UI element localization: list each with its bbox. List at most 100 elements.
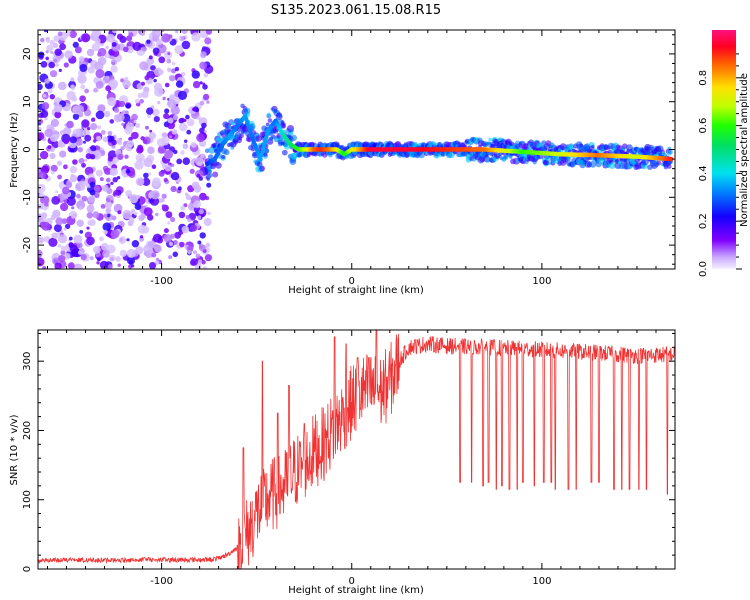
noise-blob xyxy=(38,119,44,124)
noise-blob xyxy=(199,100,205,106)
ridge-halo xyxy=(223,149,230,156)
noise-blob xyxy=(191,181,200,190)
colorbar-tick-label: 0.8 xyxy=(698,70,709,86)
noise-blob xyxy=(185,194,192,201)
x-tick-label: 0 xyxy=(349,576,355,587)
noise-blob xyxy=(109,135,115,142)
noise-blob xyxy=(161,132,168,139)
heatmap-y-tick-labels: -20 -10 0 10 20 xyxy=(22,48,33,254)
noise-blob xyxy=(112,30,118,34)
noise-blob xyxy=(66,196,76,206)
noise-blob xyxy=(38,132,45,141)
noise-blob xyxy=(51,140,59,149)
noise-blob xyxy=(143,172,149,179)
noise-blob xyxy=(199,81,203,85)
noise-blob xyxy=(44,128,53,138)
noise-blob xyxy=(55,133,60,138)
noise-blob xyxy=(107,97,117,107)
noise-blob xyxy=(99,236,104,242)
ridge-halo xyxy=(668,149,673,155)
noise-blob xyxy=(200,154,205,159)
noise-blob xyxy=(86,226,90,230)
noise-blob xyxy=(163,113,170,120)
noise-blob xyxy=(110,257,114,261)
colorbar-label: Normalized spectral amplitude xyxy=(739,73,750,227)
noise-blob xyxy=(72,41,79,49)
noise-blob xyxy=(104,53,110,59)
noise-blob xyxy=(57,31,63,37)
snr-x-axis-label: Height of straight line (km) xyxy=(288,585,424,596)
noise-blob xyxy=(107,264,113,269)
ridge-core xyxy=(264,131,270,137)
snr-y-tick-labels: 0 100 200 300 xyxy=(22,352,33,573)
noise-blob xyxy=(111,61,115,66)
noise-blob xyxy=(126,248,136,258)
noise-blob xyxy=(178,211,186,219)
noise-blob xyxy=(70,77,75,82)
noise-blob xyxy=(50,70,58,78)
ridge-halo xyxy=(488,137,493,142)
noise-blob xyxy=(48,237,58,247)
noise-blob xyxy=(83,140,86,144)
noise-blob xyxy=(84,134,92,142)
noise-blob xyxy=(171,129,178,135)
noise-blob xyxy=(38,183,46,193)
noise-blob xyxy=(143,207,153,217)
y-tick-label: 0 xyxy=(22,146,33,152)
noise-blob xyxy=(130,219,135,224)
noise-blob xyxy=(152,233,162,243)
noise-blob xyxy=(156,257,159,261)
noise-blob xyxy=(204,254,212,262)
figure-title: S135.2023.061.15.08.R15 xyxy=(271,3,441,18)
noise-blob xyxy=(102,250,110,258)
noise-blob xyxy=(128,136,133,142)
noise-blob xyxy=(79,206,83,211)
noise-blob xyxy=(203,218,212,226)
noise-blob xyxy=(198,244,206,252)
noise-blob xyxy=(71,214,76,219)
noise-blob xyxy=(50,170,55,175)
noise-blob xyxy=(45,38,51,44)
noise-blob xyxy=(111,49,120,57)
noise-blob xyxy=(101,184,109,192)
noise-blob xyxy=(200,51,207,58)
ridge-halo xyxy=(667,164,672,169)
ridge-halo xyxy=(463,144,468,149)
noise-blob xyxy=(170,233,176,239)
noise-blob xyxy=(102,222,112,232)
snr-y-axis-label: SNR (10 * v/v) xyxy=(9,414,20,485)
noise-blob xyxy=(81,195,88,202)
noise-blob xyxy=(99,260,109,269)
noise-blob xyxy=(66,120,74,129)
noise-blob xyxy=(151,177,161,187)
noise-blob xyxy=(117,210,122,215)
noise-blob xyxy=(49,152,56,160)
noise-blob xyxy=(70,84,75,90)
noise-blob xyxy=(87,66,95,74)
noise-blob xyxy=(177,186,182,191)
noise-blob xyxy=(97,47,107,57)
noise-blob xyxy=(164,82,170,88)
noise-blob xyxy=(106,213,111,218)
noise-blob xyxy=(179,241,185,248)
noise-blob xyxy=(167,221,171,225)
noise-blob xyxy=(103,213,108,218)
noise-blob xyxy=(148,132,157,140)
noise-blob xyxy=(84,109,92,117)
noise-blob xyxy=(76,200,86,210)
noise-blob xyxy=(64,50,73,59)
noise-blob xyxy=(198,176,203,181)
noise-blob xyxy=(195,253,201,259)
ridge-halo xyxy=(663,165,669,170)
noise-blob xyxy=(81,162,86,168)
noise-blob xyxy=(202,84,208,90)
noise-blob xyxy=(164,149,173,159)
noise-blob xyxy=(44,78,50,84)
noise-blob xyxy=(153,82,163,92)
noise-blob xyxy=(60,250,66,256)
noise-blob xyxy=(182,157,191,165)
noise-blob xyxy=(155,260,160,265)
noise-blob xyxy=(105,207,112,214)
noise-blob xyxy=(143,139,148,144)
